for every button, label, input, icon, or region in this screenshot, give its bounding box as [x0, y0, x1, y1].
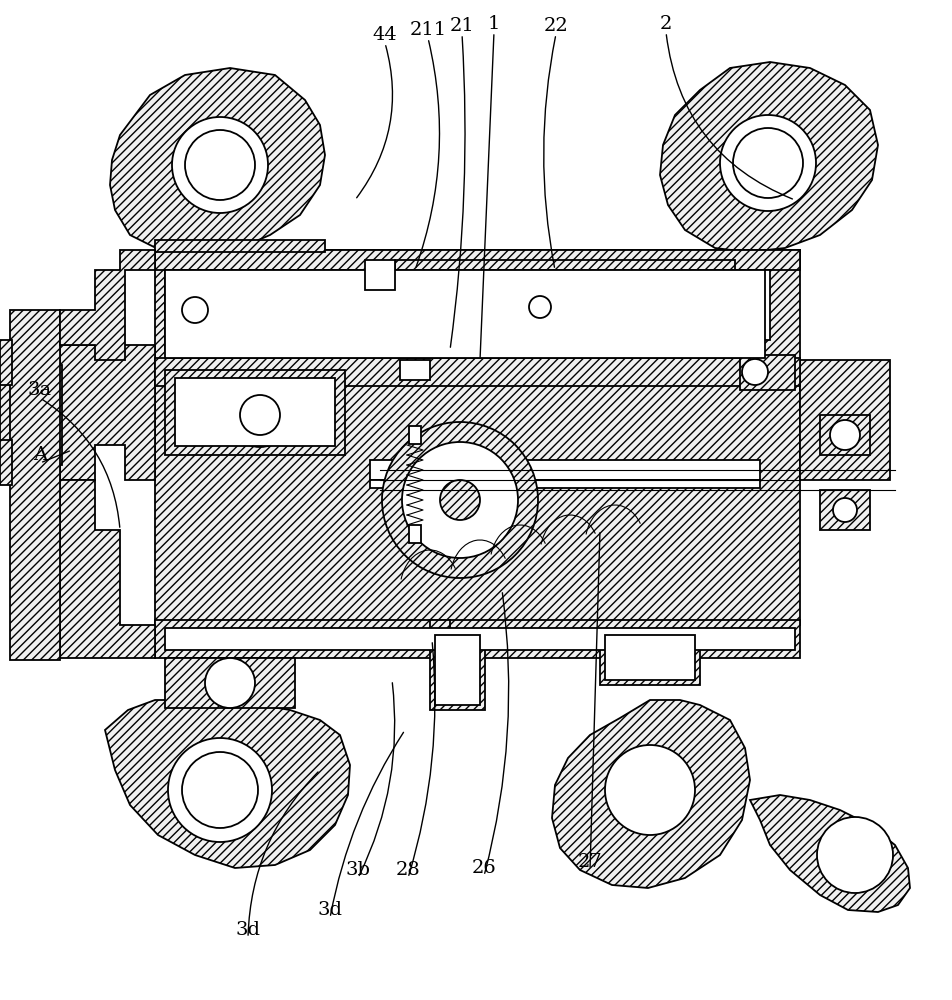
Polygon shape: [60, 480, 155, 658]
Bar: [165, 270, 764, 358]
Bar: [819, 490, 869, 530]
Circle shape: [402, 442, 518, 558]
Polygon shape: [105, 700, 349, 868]
Bar: [739, 355, 794, 390]
Bar: [429, 630, 485, 710]
Bar: [165, 370, 345, 455]
Text: 27: 27: [577, 853, 602, 871]
Bar: [434, 635, 480, 705]
Bar: [408, 426, 421, 444]
Polygon shape: [749, 795, 909, 912]
Text: 44: 44: [372, 26, 397, 44]
Text: 3d: 3d: [317, 901, 342, 919]
Text: 3d: 3d: [235, 921, 260, 939]
Bar: [0, 440, 12, 485]
Circle shape: [522, 289, 558, 325]
Bar: [165, 628, 794, 650]
Bar: [600, 630, 700, 685]
Bar: [369, 460, 759, 480]
Polygon shape: [660, 62, 877, 252]
Circle shape: [528, 296, 550, 318]
Bar: [799, 360, 889, 480]
Bar: [165, 658, 295, 708]
Circle shape: [185, 130, 255, 200]
Circle shape: [228, 383, 291, 447]
Bar: [155, 620, 799, 658]
Text: 26: 26: [471, 859, 496, 877]
Polygon shape: [109, 68, 325, 255]
Circle shape: [205, 658, 255, 708]
Polygon shape: [155, 250, 799, 270]
Text: 21: 21: [449, 17, 474, 35]
Circle shape: [732, 128, 803, 198]
Circle shape: [605, 745, 694, 835]
Bar: [819, 415, 869, 455]
Circle shape: [816, 817, 892, 893]
Circle shape: [173, 288, 217, 332]
Bar: [605, 635, 694, 680]
Circle shape: [440, 480, 480, 520]
Bar: [155, 240, 325, 252]
Circle shape: [171, 117, 268, 213]
Bar: [155, 358, 799, 386]
Bar: [175, 378, 335, 446]
Bar: [400, 360, 429, 380]
Circle shape: [168, 738, 271, 842]
Bar: [365, 260, 394, 290]
Bar: [10, 310, 60, 660]
Text: 3b: 3b: [346, 861, 370, 879]
Polygon shape: [551, 700, 749, 888]
Text: 28: 28: [395, 861, 420, 879]
Bar: [394, 270, 769, 340]
Bar: [0, 340, 12, 385]
Polygon shape: [60, 345, 155, 480]
Circle shape: [182, 297, 208, 323]
Text: 3a: 3a: [28, 381, 52, 399]
Text: A: A: [33, 446, 47, 464]
Bar: [155, 360, 799, 625]
Bar: [165, 270, 365, 350]
Circle shape: [829, 420, 859, 450]
Polygon shape: [60, 250, 155, 360]
Polygon shape: [10, 365, 62, 465]
Text: 2: 2: [659, 15, 671, 33]
Polygon shape: [0, 375, 12, 455]
Bar: [155, 250, 799, 360]
Bar: [429, 620, 449, 632]
Bar: [369, 480, 759, 488]
Circle shape: [182, 752, 258, 828]
Circle shape: [832, 498, 856, 522]
Circle shape: [382, 422, 538, 578]
Bar: [408, 525, 421, 543]
Text: 22: 22: [543, 17, 567, 35]
Text: 1: 1: [487, 15, 500, 33]
Circle shape: [720, 115, 815, 211]
Text: 211: 211: [409, 21, 446, 39]
Circle shape: [742, 359, 767, 385]
Circle shape: [240, 395, 280, 435]
